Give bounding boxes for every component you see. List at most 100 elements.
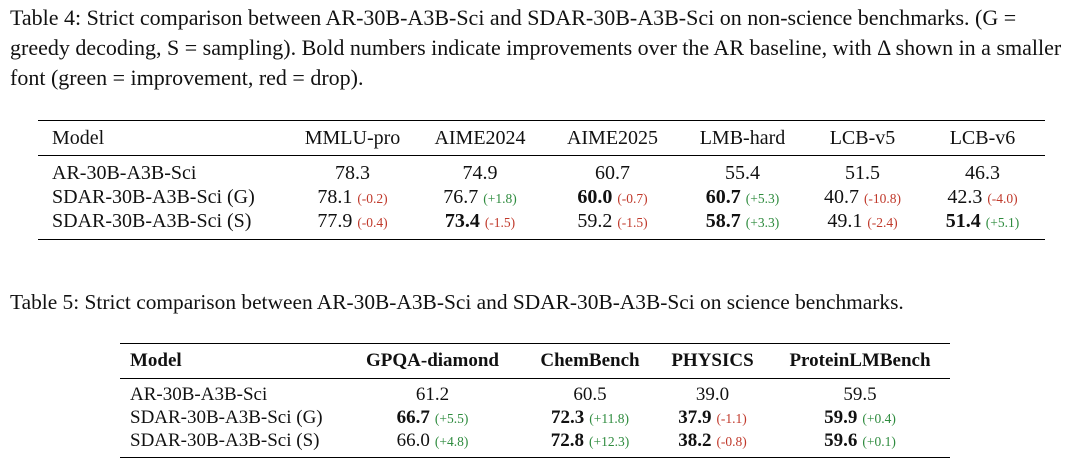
column-header: Model [38, 120, 290, 156]
score: 42.3 [947, 185, 983, 208]
cell: 61.2 [340, 379, 525, 407]
model-name: SDAR-30B-A3B-Sci (G) [52, 185, 255, 208]
delta: (-4.0) [987, 190, 1018, 206]
table-row: SDAR-30B-A3B-Sci (G) 78.1 (-0.2) 76.7 (+1.8)… [38, 185, 1045, 209]
score: 49.1 [827, 209, 863, 232]
cell: 51.5 [805, 156, 920, 186]
score: 60.0 [577, 185, 613, 208]
delta: (+0.4) [862, 410, 896, 426]
delta: (+5.1) [985, 214, 1020, 230]
score: 60.5 [573, 383, 607, 405]
score: 74.9 [462, 161, 498, 184]
results-table: Model MMLU-pro AIME2024 AIME2025 LMB-hard LCB… [38, 120, 1045, 240]
header-row: Model GPQA-diamond ChemBench PHYSICS Protein… [120, 343, 950, 379]
score: 59.2 [577, 209, 613, 232]
column-header: ChemBench [525, 343, 655, 379]
cell: 72.3 (+11.8) [525, 406, 655, 429]
column-header: AIME2024 [415, 120, 545, 156]
cell: 59.2 (-1.5) [545, 209, 680, 240]
score: 51.5 [845, 161, 880, 184]
delta: (-1.5) [484, 214, 516, 230]
delta: (+11.8) [589, 410, 629, 426]
score: 76.7 [443, 185, 479, 208]
score: 72.3 [551, 406, 585, 428]
delta: (+0.1) [862, 433, 896, 449]
cell: 72.8 (+12.3) [525, 429, 655, 458]
delta: (+12.3) [589, 433, 630, 449]
cell: 78.1 (-0.2) [290, 185, 415, 209]
model-name: AR-30B-A3B-Sci [52, 161, 197, 184]
delta: (-0.8) [716, 433, 747, 449]
table-row: AR-30B-A3B-Sci 61.2 60.5 39.0 59.5 [120, 379, 950, 407]
score: 66.0 [396, 429, 430, 451]
score: 61.2 [415, 383, 450, 405]
score: 46.3 [965, 161, 1000, 184]
score: 77.9 [317, 209, 353, 232]
score: 78.3 [335, 161, 370, 184]
cell: 59.9 (+0.4) [770, 406, 950, 429]
delta: (-2.4) [867, 214, 898, 230]
score: 51.4 [945, 209, 981, 232]
delta: (+3.3) [745, 214, 780, 230]
cell: 58.7 (+3.3) [680, 209, 805, 240]
model-name: SDAR-30B-A3B-Sci (S) [52, 209, 252, 232]
results-table: Model GPQA-diamond ChemBench PHYSICS Protein… [120, 343, 950, 458]
delta: (+4.8) [434, 433, 469, 449]
header-row: Model MMLU-pro AIME2024 AIME2025 LMB-hard LCB… [38, 120, 1045, 156]
cell: 39.0 [655, 379, 770, 407]
column-header: ProteinLMBench [770, 343, 950, 379]
cell: 38.2 (-0.8) [655, 429, 770, 458]
column-header: MMLU-pro [290, 120, 415, 156]
table-row: SDAR-30B-A3B-Sci (S) 77.9 (-0.4) 73.4 (-1.5)… [38, 209, 1045, 240]
delta: (+1.8) [483, 190, 517, 206]
delta: (-10.8) [863, 190, 902, 206]
cell: 59.6 (+0.1) [770, 429, 950, 458]
model-name: AR-30B-A3B-Sci [130, 383, 268, 405]
cell: 60.7 [545, 156, 680, 186]
score: 59.5 [843, 383, 877, 405]
score: 58.7 [705, 209, 741, 232]
score: 40.7 [823, 185, 859, 208]
cell: 49.1 (-2.4) [805, 209, 920, 240]
cell: 77.9 (-0.4) [290, 209, 415, 240]
score: 39.0 [695, 383, 730, 405]
cell: 74.9 [415, 156, 545, 186]
cell: 78.3 [290, 156, 415, 186]
cell: 55.4 [680, 156, 805, 186]
model-name: SDAR-30B-A3B-Sci (S) [130, 429, 320, 451]
cell: 73.4 (-1.5) [415, 209, 545, 240]
delta: (-1.5) [617, 214, 648, 230]
column-header: LCB-v5 [805, 120, 920, 156]
delta: (-0.7) [617, 190, 648, 206]
delta: (+5.3) [745, 190, 780, 206]
cell: 60.7 (+5.3) [680, 185, 805, 209]
table-row: AR-30B-A3B-Sci 78.3 74.9 60.7 55.4 51.5 46.3 [38, 156, 1045, 186]
cell: 46.3 [920, 156, 1045, 186]
cell: 37.9 (-1.1) [655, 406, 770, 429]
score: 72.8 [550, 429, 584, 451]
delta: (+5.5) [434, 410, 469, 426]
model-name: SDAR-30B-A3B-Sci (G) [130, 406, 323, 428]
score: 55.4 [725, 161, 760, 184]
cell: 42.3 (-4.0) [920, 185, 1045, 209]
table-caption: Table 4: Strict comparison between AR-30… [10, 5, 1062, 90]
score: 37.9 [678, 406, 712, 428]
score: 59.6 [824, 429, 858, 451]
cell: 76.7 (+1.8) [415, 185, 545, 209]
column-header: AIME2025 [545, 120, 680, 156]
column-header: PHYSICS [655, 343, 770, 379]
score: 38.2 [678, 429, 712, 451]
column-header: LMB-hard [680, 120, 805, 156]
score: 59.9 [824, 406, 858, 428]
cell: 59.5 [770, 379, 950, 407]
delta: (-0.4) [357, 214, 388, 230]
table-row: SDAR-30B-A3B-Sci (S) 66.0 (+4.8) 72.8 (+12.3… [120, 429, 950, 458]
column-header: GPQA-diamond [340, 343, 525, 379]
score: 60.7 [705, 185, 741, 208]
column-header: Model [120, 343, 340, 379]
cell: 60.5 [525, 379, 655, 407]
score: 78.1 [317, 185, 353, 208]
cell: 60.0 (-0.7) [545, 185, 680, 209]
table-caption: Table 5: Strict comparison between AR-30… [10, 290, 904, 314]
